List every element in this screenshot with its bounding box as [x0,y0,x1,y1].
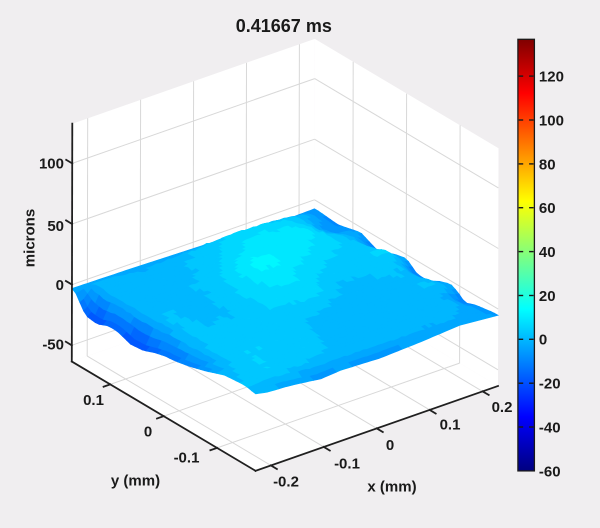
svg-text:-0.1: -0.1 [174,449,200,466]
svg-text:40: 40 [539,244,556,261]
svg-text:0: 0 [386,437,394,454]
svg-text:0: 0 [144,423,152,440]
svg-text:120: 120 [539,69,564,86]
svg-text:80: 80 [539,156,556,173]
svg-text:microns: microns [22,209,39,267]
svg-text:y (mm): y (mm) [111,472,160,489]
svg-text:-60: -60 [539,463,561,480]
svg-text:50: 50 [47,218,64,235]
svg-text:-0.1: -0.1 [334,455,360,472]
svg-text:0.2: 0.2 [492,399,513,416]
svg-text:100: 100 [539,112,564,129]
svg-text:x (mm): x (mm) [367,478,416,495]
svg-text:100: 100 [39,155,64,172]
svg-text:0: 0 [539,332,547,349]
svg-text:-40: -40 [539,419,561,436]
svg-text:0.1: 0.1 [440,416,461,433]
svg-text:0.41667 ms: 0.41667 ms [236,16,332,36]
svg-text:-0.2: -0.2 [273,473,299,490]
svg-text:-20: -20 [539,376,561,393]
svg-text:-50: -50 [42,336,64,353]
svg-text:0.1: 0.1 [83,392,104,409]
svg-text:60: 60 [539,200,556,217]
svg-text:0: 0 [56,277,64,294]
svg-text:20: 20 [539,288,556,305]
